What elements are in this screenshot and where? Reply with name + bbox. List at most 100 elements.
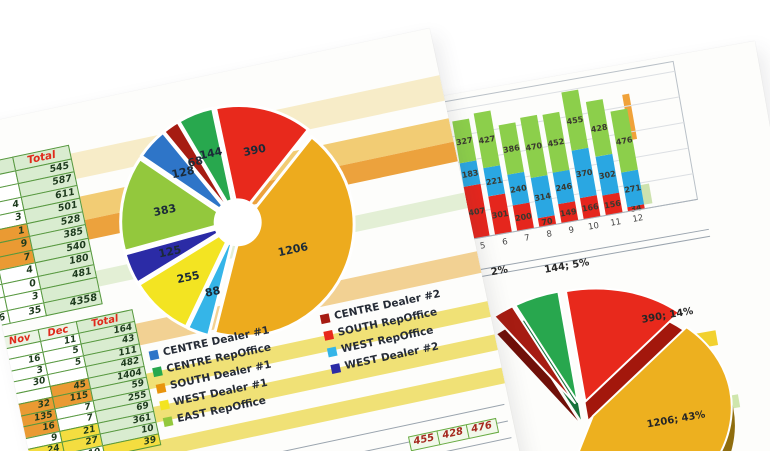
pie-slice bbox=[119, 157, 235, 253]
bar-value-label: 452 bbox=[547, 137, 565, 149]
x-axis-label: 7 bbox=[524, 233, 531, 244]
bar-segment-top-green bbox=[452, 118, 477, 164]
pie-data-label: 125 bbox=[157, 243, 182, 260]
bar-value-label: 70 bbox=[541, 216, 554, 227]
legend-marker bbox=[330, 362, 341, 374]
bar-value-label: 183 bbox=[461, 168, 479, 180]
bar-segment-bottom-red bbox=[627, 204, 645, 212]
bar-value-label: 476 bbox=[615, 135, 633, 147]
pie-percent-label: 144; 5% bbox=[544, 257, 591, 276]
bar-segment-middle-blue bbox=[507, 171, 530, 206]
legend-marker bbox=[159, 399, 170, 410]
bar-segment-bottom-red bbox=[463, 183, 490, 239]
document-page-right: 407 183 327 5 301 221 427 6 200 240 386 7 70 314 470 8 1… bbox=[420, 40, 770, 451]
legend-marker bbox=[162, 415, 174, 427]
x-axis bbox=[449, 198, 698, 244]
bar-segment-middle-blue bbox=[530, 175, 555, 219]
bar-segment-top-green bbox=[542, 111, 570, 173]
pie-slice bbox=[564, 287, 681, 403]
pie-slice bbox=[137, 224, 236, 329]
pie-data-label: 88 bbox=[204, 284, 222, 300]
table-cell bbox=[0, 348, 6, 370]
bar-value-label: 200 bbox=[514, 211, 532, 223]
pie-slice bbox=[548, 326, 733, 451]
table-cell bbox=[0, 370, 11, 392]
bar-value-label: 327 bbox=[455, 136, 473, 148]
pie-slice bbox=[177, 106, 238, 220]
header-cell bbox=[0, 337, 3, 359]
bar-segment-top-green bbox=[585, 99, 613, 157]
legend-marker bbox=[152, 365, 163, 377]
bar-segment-top-green bbox=[561, 89, 589, 151]
bar-value-label: 149 bbox=[559, 207, 577, 219]
bar-value-label: 166 bbox=[581, 202, 599, 214]
bar-value-label: 314 bbox=[534, 191, 552, 203]
pie-slice-side bbox=[497, 324, 579, 421]
bar-segment-bottom-red bbox=[558, 201, 579, 224]
legend-marker bbox=[326, 346, 338, 357]
bar-value-label: 386 bbox=[502, 143, 520, 155]
pie-slice bbox=[213, 135, 356, 339]
bar-value-label: 428 bbox=[590, 122, 608, 134]
bar-value-label: 302 bbox=[598, 169, 616, 181]
x-axis-label: 9 bbox=[568, 225, 575, 236]
bar-value-label: 246 bbox=[555, 181, 573, 193]
bar-value-label: 455 bbox=[566, 115, 584, 127]
pie-slice bbox=[186, 225, 238, 338]
table-cell bbox=[0, 415, 20, 437]
bar-segment-bottom-red bbox=[602, 192, 623, 216]
bar-value-label: 156 bbox=[604, 199, 622, 211]
pie-slice bbox=[214, 103, 310, 219]
pie-data-label: 1206 bbox=[277, 240, 310, 259]
bar-value-label: 271 bbox=[624, 183, 642, 195]
bar-segment-top-green bbox=[610, 108, 638, 173]
table-cell bbox=[0, 393, 15, 415]
sales-3d-pie-chart: 2% 144; 5%390; 14%1206; 43% bbox=[490, 257, 735, 451]
pie-slice bbox=[123, 222, 235, 285]
monthly-stacked-bar-chart: 4071833275301221427620024038677031447081… bbox=[424, 60, 699, 252]
document-page-left: Total 545 587 4 611 3 501 1 528 9 385 7 540 4 180 0 481 3… bbox=[0, 28, 567, 451]
bar-segment-middle-blue bbox=[459, 160, 481, 187]
table-cell bbox=[0, 382, 13, 404]
bar-value-label: 370 bbox=[575, 168, 593, 180]
bar-value-label: 240 bbox=[509, 183, 527, 195]
bar-value-label: 34 bbox=[630, 203, 643, 214]
legend-marker bbox=[155, 382, 167, 394]
table-cell bbox=[0, 359, 8, 381]
bar-value-label: 301 bbox=[491, 209, 509, 221]
donut-hole bbox=[213, 198, 262, 247]
x-axis-label: 8 bbox=[546, 229, 553, 240]
bar-value-label: 407 bbox=[468, 206, 486, 218]
bar-segment-middle-blue bbox=[483, 165, 506, 197]
x-axis-label: 6 bbox=[501, 237, 508, 248]
legend-marker bbox=[148, 349, 160, 360]
bar-segment-middle-blue bbox=[571, 147, 597, 199]
pie-data-label: 128 bbox=[170, 164, 195, 181]
pie-slice bbox=[493, 305, 576, 405]
pie-data-label: 68 bbox=[186, 154, 204, 170]
x-axis-label: 5 bbox=[479, 241, 486, 252]
bar-value-label: 427 bbox=[478, 134, 496, 146]
bar-segment-top-green bbox=[498, 122, 525, 175]
bar-value-label: 221 bbox=[485, 175, 503, 187]
bar-segment-top-green bbox=[473, 110, 501, 169]
bar-segment-top-green bbox=[520, 114, 548, 179]
gridline bbox=[426, 70, 675, 116]
table-cell bbox=[0, 438, 25, 451]
pie-percent-label: 2% bbox=[490, 264, 509, 278]
legend-marker bbox=[319, 312, 331, 324]
pie-data-label: 144 bbox=[198, 145, 224, 163]
pie-data-label: 255 bbox=[176, 269, 201, 286]
bar-segment-bottom-red bbox=[488, 193, 512, 236]
pie-slice bbox=[514, 290, 579, 403]
legend-marker bbox=[323, 329, 334, 341]
table-cell bbox=[0, 404, 18, 426]
x-axis-label: 10 bbox=[587, 221, 599, 233]
bar-segment-bottom-red bbox=[579, 195, 601, 220]
bar-segment-middle-blue bbox=[621, 169, 645, 208]
x-axis-label: 12 bbox=[632, 213, 644, 225]
bar-segment-middle-blue bbox=[552, 169, 575, 205]
pie-data-label: 383 bbox=[152, 202, 177, 219]
pie-data-label: 390 bbox=[242, 142, 268, 160]
